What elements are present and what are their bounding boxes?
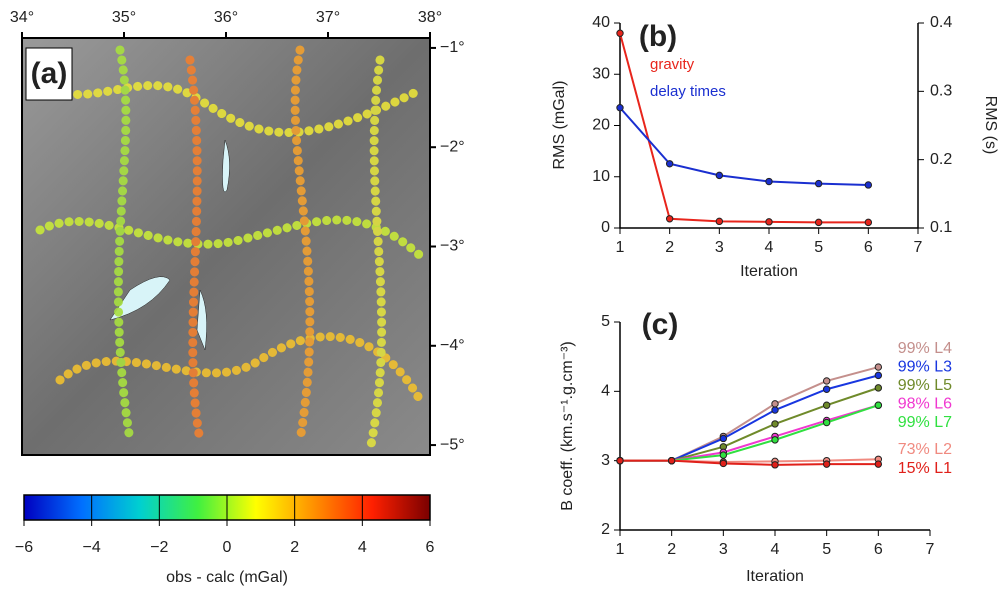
x-tick-label: 35°	[112, 9, 136, 26]
legend-label: delay times	[650, 83, 726, 100]
data-point	[875, 372, 881, 378]
legend-label: 98% L6	[898, 396, 952, 413]
x-tick-label: −6	[15, 539, 33, 556]
x-tick-label: 2	[290, 539, 299, 556]
data-point	[666, 216, 672, 222]
x-tick-label: 7	[914, 239, 923, 256]
legend-label: 99% L3	[898, 359, 952, 376]
y-tick-label: −5°	[440, 436, 465, 453]
x-tick-label: 5	[822, 541, 831, 558]
y-tick-label: 40	[592, 14, 610, 31]
x-tick-label: 38°	[418, 9, 442, 26]
data-point	[865, 219, 871, 225]
x-tick-label: 0	[223, 539, 232, 556]
data-point	[875, 402, 881, 408]
data-point	[716, 218, 722, 224]
data-point	[823, 386, 829, 392]
data-point	[772, 437, 778, 443]
data-point	[617, 457, 623, 463]
series-line	[620, 405, 878, 460]
y-tick-label: −1°	[440, 39, 465, 56]
figure: (a) (b) (c) obs - calc (mGal) Iteration …	[0, 0, 999, 589]
series-line	[620, 405, 878, 460]
y-tick-label: 2	[601, 521, 610, 538]
y2-axis-label: RMS (s)	[982, 96, 999, 155]
x-tick-label: 3	[719, 541, 728, 558]
map-background	[22, 38, 430, 455]
y2-tick-label: 0.1	[930, 219, 952, 236]
x-tick-label: 1	[616, 239, 625, 256]
data-point	[668, 457, 674, 463]
y2-tick-label: 0.2	[930, 151, 952, 168]
y-tick-label: 10	[592, 168, 610, 185]
y-tick-label: 3	[601, 452, 610, 469]
x-axis-label: Iteration	[740, 263, 798, 280]
legend-label: 73% L2	[898, 441, 952, 458]
y-tick-label: 0	[601, 219, 610, 236]
data-point	[815, 180, 821, 186]
x-tick-label: 6	[426, 539, 435, 556]
x-tick-label: 34°	[10, 9, 34, 26]
x-tick-label: 1	[616, 541, 625, 558]
y-tick-label: 5	[601, 313, 610, 330]
legend-label: 99% L5	[898, 377, 952, 394]
data-point	[875, 461, 881, 467]
x-tick-label: 7	[926, 541, 935, 558]
data-point	[666, 161, 672, 167]
x-tick-label: 36°	[214, 9, 238, 26]
y-tick-label: 30	[592, 65, 610, 82]
x-tick-label: 3	[715, 239, 724, 256]
x-tick-label: 5	[814, 239, 823, 256]
y-tick-label: −3°	[440, 238, 465, 255]
x-tick-label: −4	[83, 539, 101, 556]
panel-label: (c)	[642, 308, 679, 341]
x-tick-label: 4	[765, 239, 774, 256]
y-axis-label: RMS (mGal)	[551, 81, 568, 170]
data-point	[865, 182, 871, 188]
data-point	[766, 219, 772, 225]
data-point	[823, 402, 829, 408]
x-tick-label: 6	[874, 541, 883, 558]
data-point	[823, 419, 829, 425]
data-point	[617, 105, 623, 111]
x-tick-label: 4	[771, 541, 780, 558]
x-tick-label: 4	[358, 539, 367, 556]
data-point	[823, 461, 829, 467]
y-tick-label: 4	[601, 383, 610, 400]
data-point	[875, 364, 881, 370]
legend-label: 15% L1	[898, 460, 952, 477]
data-point	[823, 378, 829, 384]
data-point	[720, 435, 726, 441]
panel-label: (b)	[639, 20, 677, 53]
y-axis-label: B coeff. (km.s⁻¹.g.cm⁻³)	[559, 341, 576, 511]
x-tick-label: 2	[665, 239, 674, 256]
x-axis-label: obs - calc (mGal)	[166, 569, 288, 586]
x-tick-label: 2	[667, 541, 676, 558]
data-point	[772, 401, 778, 407]
data-point	[720, 460, 726, 466]
y-tick-label: −2°	[440, 138, 465, 155]
legend-label: 99% L7	[898, 414, 952, 431]
legend-label: gravity	[650, 56, 695, 73]
data-point	[617, 30, 623, 36]
data-point	[772, 421, 778, 427]
data-point	[766, 178, 772, 184]
y-tick-label: −4°	[440, 337, 465, 354]
legend-label: 99% L4	[898, 340, 952, 357]
x-tick-label: −2	[150, 539, 168, 556]
y2-tick-label: 0.4	[930, 14, 952, 31]
x-axis-label: Iteration	[746, 568, 804, 585]
data-point	[716, 172, 722, 178]
data-point	[875, 385, 881, 391]
panel-label: (a)	[31, 57, 68, 90]
y2-tick-label: 0.3	[930, 83, 952, 100]
data-point	[772, 407, 778, 413]
x-tick-label: 37°	[316, 9, 340, 26]
data-point	[772, 462, 778, 468]
data-point	[720, 452, 726, 458]
y-tick-label: 20	[592, 117, 610, 134]
x-tick-label: 6	[864, 239, 873, 256]
data-point	[815, 219, 821, 225]
